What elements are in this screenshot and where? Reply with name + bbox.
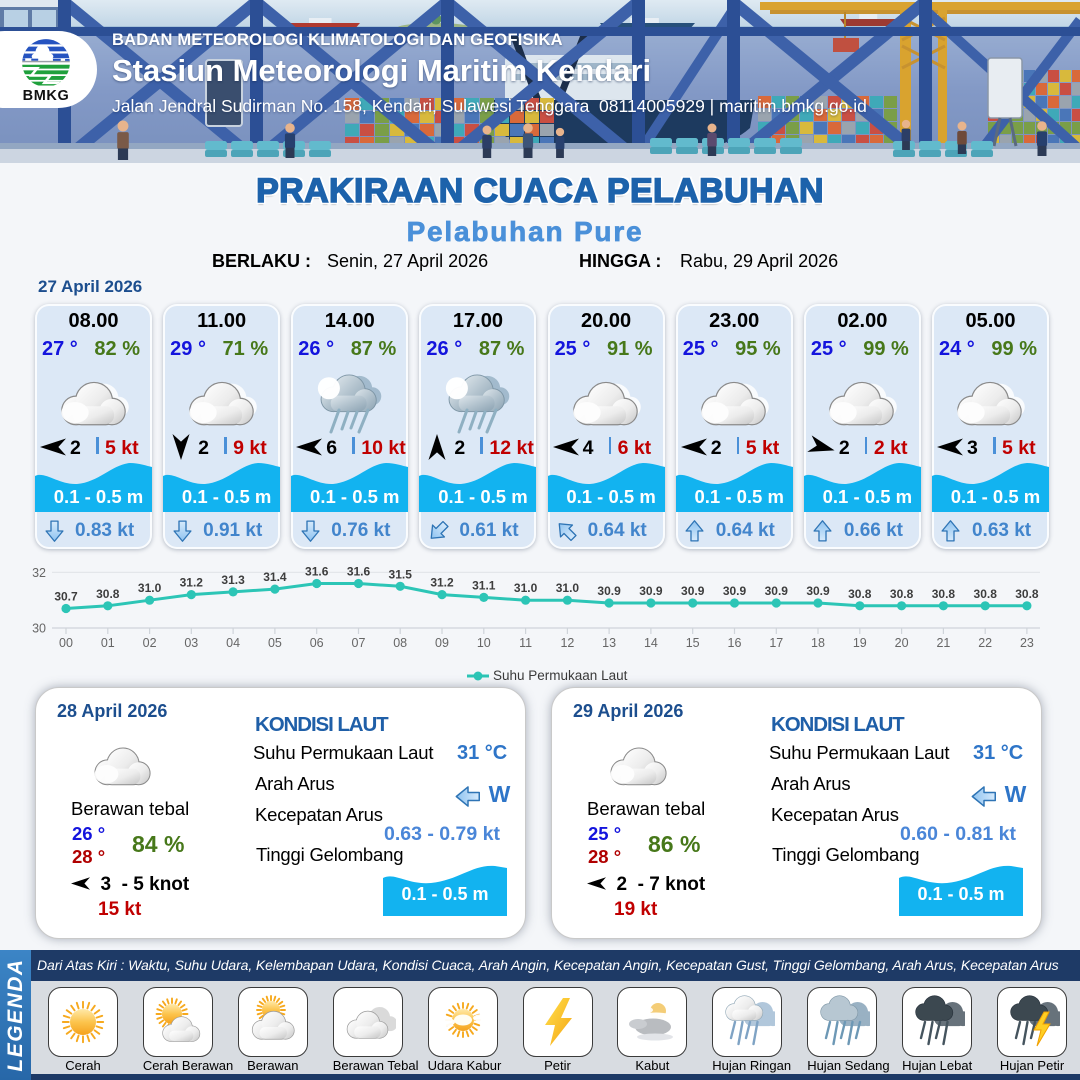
svg-text:31.5: 31.5 [389, 567, 413, 581]
svg-text:30.8: 30.8 [848, 587, 872, 601]
svg-text:12: 12 [560, 636, 574, 650]
svg-text:31.2: 31.2 [180, 576, 204, 590]
svg-text:30.8: 30.8 [932, 587, 956, 601]
svg-text:01: 01 [101, 636, 115, 650]
svg-text:21: 21 [936, 636, 950, 650]
svg-text:02: 02 [143, 636, 157, 650]
svg-text:20: 20 [895, 636, 909, 650]
svg-text:04: 04 [226, 636, 240, 650]
svg-text:22: 22 [978, 636, 992, 650]
svg-text:19: 19 [853, 636, 867, 650]
svg-text:05: 05 [268, 636, 282, 650]
svg-text:03: 03 [184, 636, 198, 650]
svg-text:31.0: 31.0 [514, 581, 538, 595]
svg-text:30.9: 30.9 [765, 584, 789, 598]
svg-text:31.6: 31.6 [305, 565, 329, 579]
svg-text:09: 09 [435, 636, 449, 650]
svg-text:00: 00 [59, 636, 73, 650]
svg-text:30.8: 30.8 [974, 587, 998, 601]
svg-text:30.9: 30.9 [681, 584, 705, 598]
svg-text:16: 16 [728, 636, 742, 650]
svg-text:30.7: 30.7 [54, 590, 78, 604]
svg-text:13: 13 [602, 636, 616, 650]
svg-text:23: 23 [1020, 636, 1034, 650]
svg-text:15: 15 [686, 636, 700, 650]
svg-text:18: 18 [811, 636, 825, 650]
svg-text:30.9: 30.9 [597, 584, 621, 598]
svg-text:08: 08 [393, 636, 407, 650]
svg-text:30.8: 30.8 [96, 587, 120, 601]
svg-text:14: 14 [644, 636, 658, 650]
svg-text:11: 11 [519, 636, 532, 650]
svg-text:31.1: 31.1 [472, 578, 496, 592]
svg-text:31.4: 31.4 [263, 570, 287, 584]
svg-text:30.9: 30.9 [723, 584, 747, 598]
svg-text:06: 06 [310, 636, 324, 650]
svg-text:30.9: 30.9 [806, 584, 830, 598]
svg-text:17: 17 [769, 636, 783, 650]
svg-text:31.6: 31.6 [347, 565, 371, 579]
svg-text:07: 07 [352, 636, 366, 650]
svg-text:Suhu Permukaan Laut: Suhu Permukaan Laut [493, 668, 628, 683]
svg-text:30.8: 30.8 [890, 587, 914, 601]
svg-text:30: 30 [32, 622, 46, 636]
svg-text:30.9: 30.9 [639, 584, 663, 598]
svg-text:30.8: 30.8 [1015, 587, 1039, 601]
svg-text:31.0: 31.0 [138, 581, 162, 595]
svg-text:31.3: 31.3 [221, 573, 245, 587]
svg-text:31.2: 31.2 [430, 576, 454, 590]
svg-text:32: 32 [32, 566, 46, 580]
svg-text:10: 10 [477, 636, 491, 650]
svg-text:31.0: 31.0 [556, 581, 580, 595]
